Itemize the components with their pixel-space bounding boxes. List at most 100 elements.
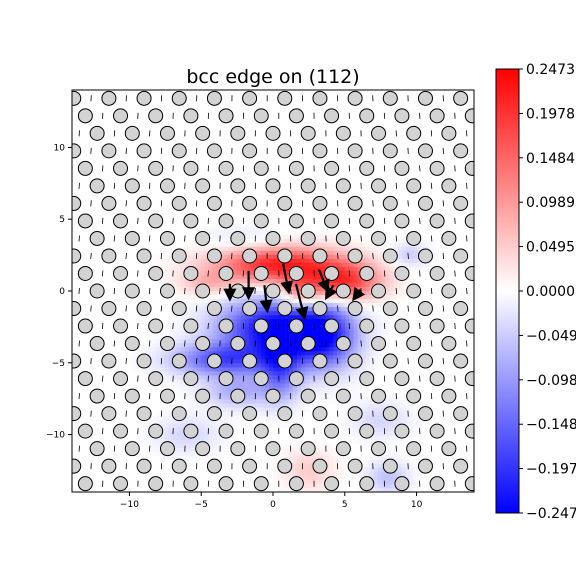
heatmap-cell bbox=[381, 282, 386, 288]
heatmap-cell bbox=[228, 250, 234, 256]
heatmap-cell bbox=[313, 475, 318, 481]
heatmap-cell bbox=[349, 286, 354, 292]
quiver-mark bbox=[454, 270, 456, 277]
heatmap-cell bbox=[293, 399, 298, 404]
heatmap-cell bbox=[337, 471, 342, 477]
heatmap-cell bbox=[401, 246, 406, 252]
heatmap-cell bbox=[397, 451, 402, 457]
quiver-mark bbox=[466, 340, 468, 347]
heatmap-cell bbox=[389, 278, 394, 284]
chart-title: bcc edge on (112) bbox=[186, 66, 359, 88]
heatmap-cell bbox=[401, 415, 406, 420]
heatmap-cell bbox=[373, 459, 378, 465]
heatmap-cell bbox=[409, 467, 414, 473]
heatmap-cell bbox=[401, 463, 406, 469]
heatmap-cell bbox=[216, 391, 222, 396]
heatmap-cell bbox=[389, 419, 394, 424]
heatmap-cell bbox=[301, 367, 306, 372]
heatmap-cell bbox=[333, 359, 338, 364]
heatmap-cell bbox=[180, 367, 185, 372]
heatmap-cell bbox=[196, 415, 201, 420]
heatmap-cell bbox=[200, 371, 205, 376]
heatmap-cell bbox=[136, 431, 141, 437]
heatmap-cell bbox=[333, 250, 338, 256]
heatmap-cell bbox=[297, 278, 302, 284]
heatmap-cell bbox=[397, 403, 402, 408]
heatmap-cell bbox=[397, 407, 402, 412]
heatmap-cell bbox=[160, 423, 165, 428]
heatmap-cell bbox=[377, 303, 382, 308]
atom bbox=[394, 160, 410, 176]
heatmap-cell bbox=[393, 435, 398, 441]
heatmap-cell bbox=[228, 258, 234, 264]
quiver-mark bbox=[172, 375, 174, 382]
heatmap-cell bbox=[401, 258, 406, 264]
atom bbox=[113, 476, 129, 492]
heatmap-cell bbox=[357, 423, 362, 428]
heatmap-cell bbox=[264, 226, 270, 231]
atom bbox=[277, 406, 293, 422]
heatmap-cell bbox=[248, 351, 254, 356]
heatmap-cell bbox=[293, 311, 298, 316]
heatmap-cell bbox=[373, 266, 378, 272]
heatmap-cell bbox=[208, 327, 213, 332]
heatmap-cell bbox=[180, 455, 185, 461]
heatmap-cell bbox=[224, 295, 230, 300]
heatmap-cell bbox=[184, 339, 189, 344]
heatmap-cell bbox=[309, 375, 314, 380]
atom bbox=[55, 126, 69, 140]
heatmap-cell bbox=[248, 395, 254, 400]
heatmap-cell bbox=[389, 475, 394, 481]
heatmap-cell bbox=[345, 407, 350, 412]
heatmap-cell bbox=[256, 415, 262, 420]
heatmap-cell bbox=[208, 242, 213, 248]
heatmap-cell bbox=[184, 391, 189, 396]
heatmap-cell bbox=[252, 371, 258, 376]
heatmap-cell bbox=[333, 447, 338, 453]
heatmap-cell bbox=[256, 303, 262, 308]
heatmap-cell bbox=[293, 355, 298, 360]
quiver-mark bbox=[113, 235, 116, 242]
heatmap-cell bbox=[184, 387, 189, 392]
heatmap-cell bbox=[268, 315, 274, 320]
heatmap-cell bbox=[293, 447, 298, 453]
heatmap-cell bbox=[184, 258, 189, 264]
heatmap-cell bbox=[260, 391, 266, 396]
heatmap-cell bbox=[192, 443, 197, 449]
heatmap-cell bbox=[297, 335, 302, 340]
heatmap-cell bbox=[361, 291, 366, 296]
heatmap-cell bbox=[172, 439, 177, 445]
heatmap-cell bbox=[204, 411, 209, 416]
heatmap-cell bbox=[361, 238, 366, 244]
quiver-mark bbox=[149, 182, 151, 189]
heatmap-cell bbox=[208, 246, 213, 252]
quiver-mark bbox=[113, 287, 116, 295]
heatmap-cell bbox=[413, 246, 419, 252]
heatmap-cell bbox=[293, 407, 298, 412]
heatmap-cell bbox=[397, 299, 402, 304]
heatmap-cell bbox=[361, 419, 366, 424]
heatmap-cell bbox=[289, 246, 294, 252]
heatmap-cell bbox=[301, 278, 306, 284]
quiver-mark bbox=[419, 270, 421, 277]
atom bbox=[265, 178, 281, 194]
y-tick-label: 0 bbox=[59, 287, 65, 297]
heatmap-cell bbox=[373, 274, 378, 280]
heatmap-cell bbox=[313, 270, 318, 276]
heatmap-cell bbox=[305, 479, 310, 485]
heatmap-cell bbox=[361, 331, 366, 336]
heatmap-cell bbox=[273, 407, 278, 412]
heatmap-cell bbox=[337, 419, 342, 424]
heatmap-cell bbox=[160, 455, 165, 461]
heatmap-cell bbox=[240, 319, 246, 324]
atom bbox=[335, 178, 351, 194]
y-tick-label: 10 bbox=[54, 143, 66, 153]
heatmap-cell bbox=[285, 387, 290, 392]
heatmap-cell bbox=[188, 447, 193, 453]
heatmap-cell bbox=[132, 359, 137, 364]
heatmap-cell bbox=[381, 278, 386, 284]
heatmap-cell bbox=[301, 371, 306, 376]
heatmap-cell bbox=[240, 226, 246, 231]
heatmap-cell bbox=[365, 242, 370, 248]
heatmap-cell bbox=[433, 250, 439, 256]
